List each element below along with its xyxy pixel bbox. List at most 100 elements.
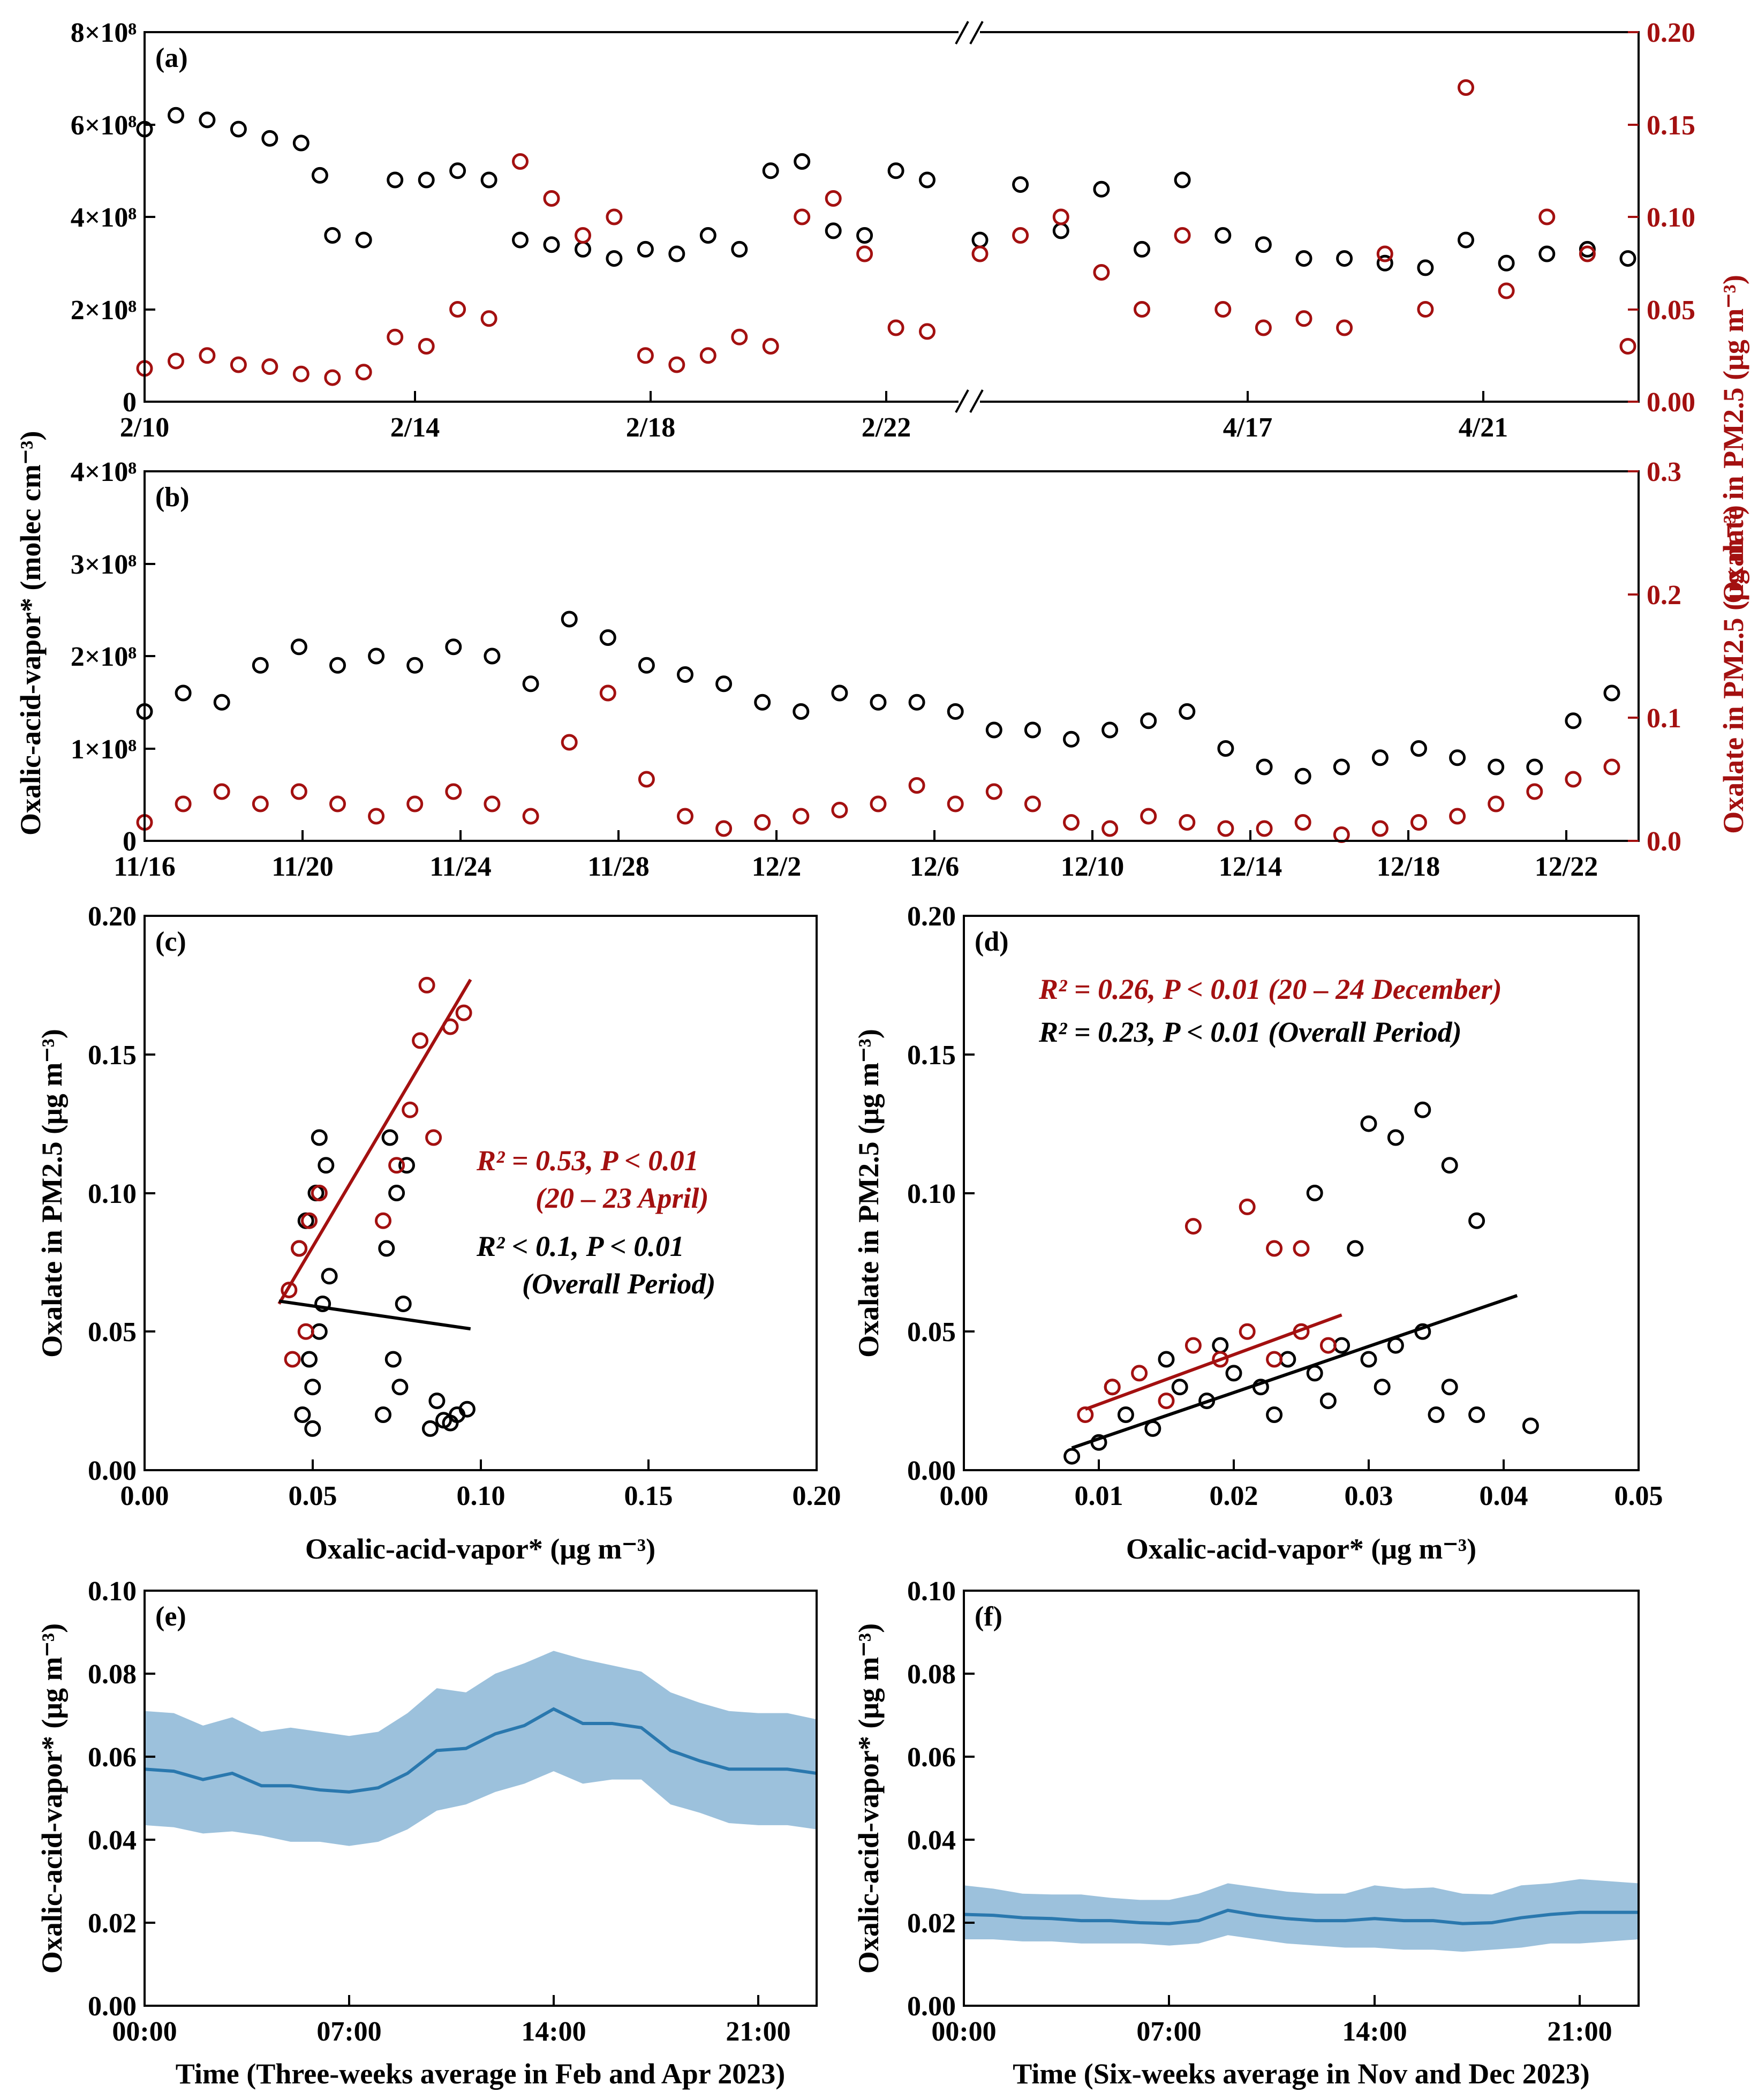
panel-a-point bbox=[230, 356, 247, 373]
panel-f-x-ticks: 00:00 07:00 14:00 21:00 bbox=[931, 1995, 1612, 2047]
panel-a-point bbox=[1538, 245, 1556, 262]
panel-e-ylabel: Oxalic-acid-vapor* (μg m⁻³) bbox=[36, 1623, 68, 1974]
panel-a-point bbox=[387, 171, 404, 189]
panel-b-y-ticks-left: 0 1×10⁸ 2×10⁸ 3×10⁸ 4×10⁸ bbox=[71, 457, 155, 857]
panel-d-annotation: R² = 0.26, P < 0.01 (20 – 24 December) bbox=[1038, 973, 1502, 1005]
panel-b-xtick: 11/20 bbox=[271, 852, 334, 882]
panel-b-ytick-left: 2×10⁸ bbox=[71, 642, 137, 672]
panel-b-point bbox=[908, 777, 925, 794]
panel-a-point bbox=[971, 245, 989, 262]
panel-c-point bbox=[375, 1406, 391, 1423]
panel-f-marks bbox=[963, 1879, 1639, 1952]
panel-a-ytick-right: 0.00 bbox=[1647, 387, 1695, 418]
panel-c-xtick: 0.20 bbox=[793, 1481, 841, 1511]
panel-a-ytick-left: 6×10⁸ bbox=[71, 110, 137, 141]
panel-a-point bbox=[418, 338, 435, 355]
panel-b-point bbox=[1140, 808, 1157, 825]
panel-b-point bbox=[908, 694, 925, 711]
panel-b-point bbox=[947, 795, 964, 812]
panel-c-label: (c) bbox=[155, 927, 186, 957]
panel-a-point bbox=[794, 153, 811, 170]
panel-a-point bbox=[1458, 231, 1474, 249]
panel-b-ytick-right: 0.0 bbox=[1647, 826, 1681, 857]
panel-d: (d) R² = 0.26, P < 0.01 (20 – 24 Decembe… bbox=[852, 901, 1663, 1565]
panel-c-point bbox=[318, 1157, 335, 1174]
panel-b-xtick: 12/6 bbox=[910, 852, 959, 882]
panel-b-point bbox=[252, 795, 269, 812]
panel-a-point bbox=[1012, 227, 1029, 244]
panel-b-point bbox=[329, 795, 346, 812]
panel-d-point bbox=[1225, 1365, 1242, 1382]
panel-a-point bbox=[1619, 338, 1636, 355]
panel-a-point bbox=[168, 352, 184, 370]
panel-a-point bbox=[1174, 227, 1191, 244]
panel-d-point bbox=[1333, 1337, 1350, 1354]
panel-d-annotations: R² = 0.26, P < 0.01 (20 – 24 December) R… bbox=[1038, 973, 1502, 1048]
panel-c-point bbox=[304, 1379, 321, 1396]
panel-d-point bbox=[1266, 1406, 1283, 1423]
panel-a-ytick-left: 2×10⁸ bbox=[71, 295, 137, 326]
panel-b-point bbox=[985, 721, 1002, 739]
panel-f-ytick: 0.06 bbox=[907, 1742, 956, 1773]
panel-c-x-ticks: 0.00 0.05 0.10 0.15 0.20 bbox=[120, 1459, 841, 1511]
panel-d-fit-line bbox=[1084, 1313, 1342, 1411]
panel-a-ytick-left: 0 bbox=[123, 387, 137, 418]
panel-d-point bbox=[1306, 1185, 1323, 1201]
panel-a-point bbox=[606, 208, 623, 225]
panel-b-ytick-left: 1×10⁸ bbox=[71, 734, 137, 765]
panel-a-point bbox=[292, 365, 310, 382]
panel-b-xtick: 11/16 bbox=[114, 852, 176, 882]
panel-c-xtick: 0.05 bbox=[289, 1481, 337, 1511]
panel-a-point bbox=[1498, 282, 1515, 299]
panel-d-point bbox=[1239, 1198, 1256, 1215]
panel-a-point bbox=[971, 231, 989, 249]
panel-a-point bbox=[1376, 245, 1393, 262]
panel-e: (e) 0.00 0.02 0.04 0.06 0.08 0.10 00:00 … bbox=[36, 1576, 818, 2090]
panel-d-point bbox=[1441, 1157, 1458, 1174]
panel-b-point bbox=[599, 629, 616, 646]
panel-e-ytick: 0.00 bbox=[88, 1991, 137, 2022]
panel-f-ylabel: Oxalic-acid-vapor* (μg m⁻³) bbox=[852, 1623, 885, 1974]
panel-b-point bbox=[1294, 767, 1311, 785]
panel-c-point bbox=[425, 1129, 442, 1146]
panel-f: (f) 0.00 0.02 0.04 0.06 0.08 0.10 00:00 … bbox=[852, 1576, 1640, 2090]
panel-c-point bbox=[381, 1129, 398, 1146]
panel-a-point bbox=[261, 358, 278, 375]
panel-b-point bbox=[1217, 820, 1234, 837]
panel-a-point bbox=[230, 121, 247, 138]
panel-a-frame bbox=[144, 31, 1640, 403]
panel-e-xtick: 00:00 bbox=[112, 2016, 177, 2047]
panel-d-point bbox=[1374, 1379, 1391, 1396]
panel-d-point bbox=[1212, 1337, 1229, 1354]
panel-b-point bbox=[947, 703, 964, 720]
panel-a-xtick: 2/22 bbox=[862, 412, 911, 443]
panel-d-x-ticks: 0.00 0.01 0.02 0.03 0.04 0.05 bbox=[940, 1459, 1663, 1511]
panel-c-annotation: (Overall Period) bbox=[522, 1268, 715, 1300]
panel-b-point bbox=[561, 611, 578, 628]
panel-a-xtick: 4/17 bbox=[1223, 412, 1272, 443]
panel-b-point bbox=[1526, 758, 1543, 776]
panel-a-point bbox=[575, 240, 591, 258]
panel-c-ylabel: Oxalate in PM2.5 (μg m⁻³) bbox=[36, 1029, 68, 1358]
panel-c-annotations: R² = 0.53, P < 0.01 (20 – 23 April) R² <… bbox=[476, 1145, 715, 1300]
panel-b-point bbox=[1333, 826, 1350, 843]
panel-d-point bbox=[1468, 1212, 1485, 1229]
panel-c-annotation: R² < 0.1, P < 0.01 bbox=[476, 1230, 684, 1262]
panel-d-point bbox=[1063, 1448, 1081, 1465]
panel-b-marks bbox=[136, 611, 1620, 843]
panel-a-point bbox=[1093, 180, 1110, 198]
panel-b-point bbox=[290, 638, 307, 656]
panel-d-point bbox=[1347, 1240, 1364, 1257]
panel-b-point bbox=[175, 795, 192, 812]
panel-d-point bbox=[1239, 1323, 1256, 1340]
panel-a-point bbox=[887, 319, 904, 336]
panel-f-ytick: 0.02 bbox=[907, 1908, 956, 1939]
panel-d-point bbox=[1441, 1379, 1458, 1396]
panel-d-point bbox=[1360, 1115, 1377, 1132]
panel-a-point bbox=[1255, 319, 1272, 336]
panel-c-point bbox=[402, 1101, 419, 1118]
panel-b-point bbox=[1217, 740, 1234, 757]
panel-a-point bbox=[825, 190, 842, 207]
panel-a-point bbox=[1174, 171, 1191, 189]
panel-a-point bbox=[480, 171, 497, 189]
